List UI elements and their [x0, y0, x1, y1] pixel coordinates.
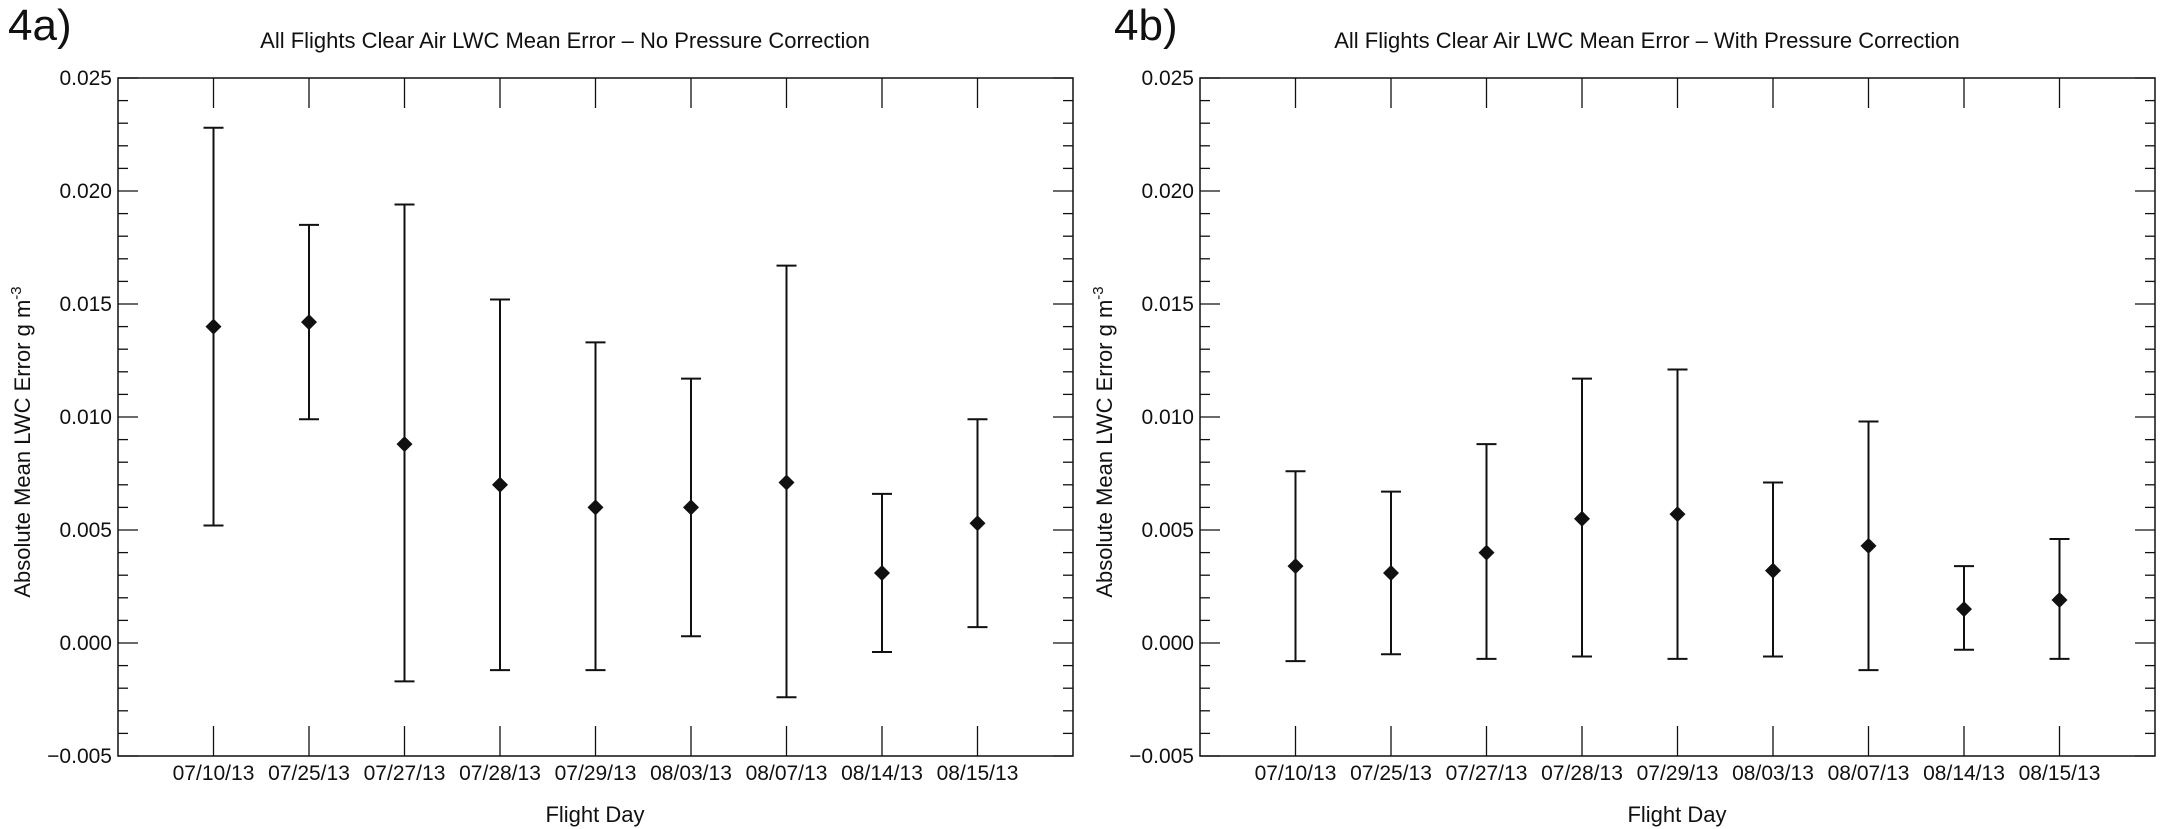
y-tick-label: 0.025: [59, 67, 112, 90]
y-tick-label: 0.010: [1141, 406, 1194, 429]
y-tick-label: 0.000: [59, 632, 112, 655]
y-tick-label: −0.005: [1129, 745, 1194, 768]
data-point: [205, 318, 222, 335]
data-point: [1574, 510, 1590, 527]
x-tick-label: 07/25/13: [1350, 762, 1432, 785]
x-tick-label: 08/03/13: [650, 762, 732, 785]
x-tick-label: 08/15/13: [2019, 762, 2101, 785]
y-tick-label: 0.020: [1141, 180, 1194, 203]
y-tick-label: 0.015: [1141, 293, 1194, 316]
y-axis-label: Absolute Mean LWC Error g m-3: [1090, 286, 1117, 597]
x-tick-label: 07/25/13: [268, 762, 350, 785]
y-tick-label: 0.010: [59, 406, 112, 429]
data-point: [492, 476, 508, 493]
chart-title: All Flights Clear Air LWC Mean Error – W…: [1334, 28, 1960, 53]
x-tick-label: 08/15/13: [937, 762, 1019, 785]
y-axis-label-exponent: -3: [8, 286, 25, 299]
x-tick-label: 08/07/13: [746, 762, 828, 785]
y-tick-label: 0.015: [59, 293, 112, 316]
chart-title: All Flights Clear Air LWC Mean Error – N…: [260, 28, 870, 53]
y-tick-label: 0.025: [1141, 67, 1194, 90]
y-axis-label: Absolute Mean LWC Error g m-3: [8, 286, 35, 597]
data-point: [1956, 601, 1972, 618]
x-tick-label: 07/27/13: [364, 762, 446, 785]
data-point: [1287, 558, 1304, 575]
x-tick-label: 07/28/13: [459, 762, 541, 785]
data-point: [301, 314, 317, 331]
chart-panel-4b: 4b) All Flights Clear Air LWC Mean Error…: [1090, 1, 2156, 827]
x-tick-label: 07/10/13: [173, 762, 255, 785]
x-tick-label: 08/07/13: [1828, 762, 1910, 785]
data-point: [1478, 544, 1495, 561]
data-point: [874, 564, 890, 581]
chart-panel-4a: 4a) All Flights Clear Air LWC Mean Error…: [8, 1, 1074, 827]
data-point: [683, 499, 699, 516]
x-tick-label: 07/28/13: [1541, 762, 1623, 785]
y-tick-label: 0.020: [59, 180, 112, 203]
y-tick-label: 0.005: [1141, 519, 1194, 542]
x-tick-label: 07/29/13: [1637, 762, 1719, 785]
x-tick-label: 07/10/13: [1255, 762, 1337, 785]
data-point: [1860, 537, 1877, 554]
y-tick-label: −0.005: [47, 745, 112, 768]
data-point: [778, 474, 795, 491]
x-axis-label: Flight Day: [1627, 802, 1726, 827]
y-axis-label-text: Absolute Mean LWC Error g m: [10, 300, 35, 598]
x-tick-label: 08/14/13: [1923, 762, 2005, 785]
data-point: [396, 436, 413, 453]
data-point: [1765, 562, 1781, 579]
data-point: [587, 499, 604, 516]
y-axis-label-text: Absolute Mean LWC Error g m: [1092, 300, 1117, 598]
x-axis-label: Flight Day: [545, 802, 644, 827]
y-axis-label-exponent: -3: [1090, 286, 1107, 299]
y-tick-label: 0.000: [1141, 632, 1194, 655]
data-point: [2051, 592, 2068, 609]
x-tick-label: 07/27/13: [1446, 762, 1528, 785]
panel-label: 4a): [8, 1, 72, 50]
data-point: [1383, 564, 1399, 581]
data-point: [1669, 506, 1686, 523]
panel-label: 4b): [1114, 1, 1178, 50]
x-tick-label: 07/29/13: [555, 762, 637, 785]
x-tick-label: 08/03/13: [1732, 762, 1814, 785]
x-tick-label: 08/14/13: [841, 762, 923, 785]
y-tick-label: 0.005: [59, 519, 112, 542]
data-point: [969, 515, 986, 532]
